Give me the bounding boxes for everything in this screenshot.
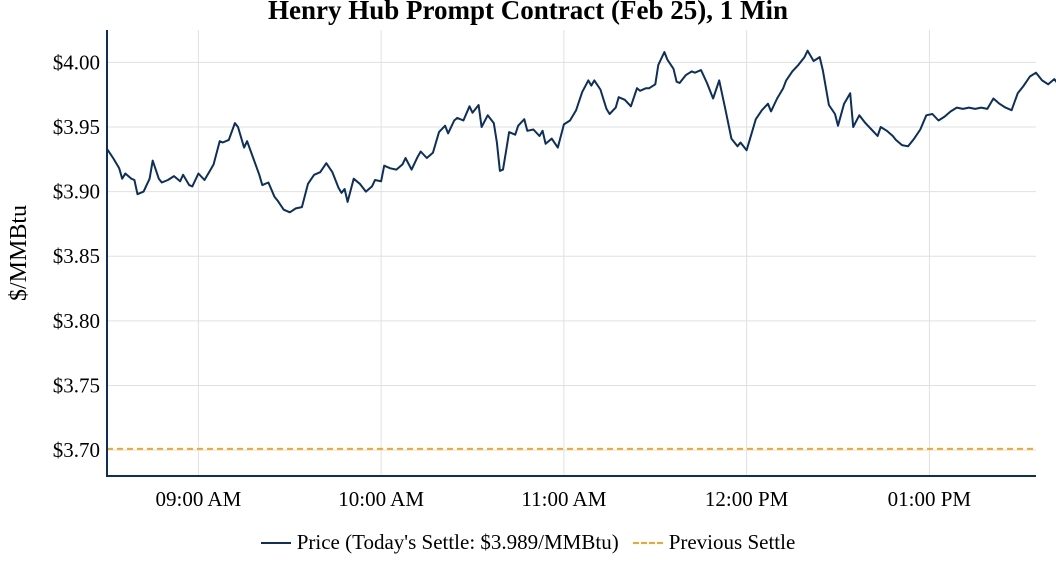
series-lines bbox=[106, 49, 1056, 214]
x-tick-label: 11:00 AM bbox=[521, 487, 606, 511]
legend: Price (Today's Settle: $3.989/MMBtu) Pre… bbox=[0, 530, 1056, 555]
y-tick-labels: $3.70 $3.75 $3.80 $3.85 $3.90 $3.95 $4.00 bbox=[53, 50, 100, 462]
legend-item-previous-settle[interactable]: Previous Settle bbox=[632, 530, 796, 555]
y-tick-label: $3.80 bbox=[53, 309, 100, 333]
price-line bbox=[106, 49, 1056, 214]
x-tick-label: 12:00 PM bbox=[705, 487, 789, 511]
x-tick-labels: 09:00 AM 10:00 AM 11:00 AM 12:00 PM 01:00 PM bbox=[155, 487, 971, 511]
y-axis-title: $/MMBtu bbox=[6, 205, 32, 301]
y-tick-label: $3.75 bbox=[53, 374, 100, 398]
y-tick-label: $3.85 bbox=[53, 244, 100, 268]
legend-swatch-price bbox=[260, 541, 291, 544]
legend-label-price: Price (Today's Settle: $3.989/MMBtu) bbox=[296, 530, 619, 554]
legend-label-previous-settle: Previous Settle bbox=[668, 530, 796, 554]
y-tick-label: $3.95 bbox=[53, 115, 100, 139]
x-tick-label: 01:00 PM bbox=[888, 487, 972, 511]
legend-swatch-previous-settle bbox=[632, 541, 663, 544]
y-tick-label: $4.00 bbox=[53, 50, 100, 74]
x-tick-label: 09:00 AM bbox=[155, 487, 241, 511]
legend-item-price[interactable]: Price (Today's Settle: $3.989/MMBtu) bbox=[260, 530, 619, 555]
x-tick-label: 10:00 AM bbox=[338, 487, 424, 511]
grid-lines bbox=[107, 30, 1036, 476]
axes bbox=[106, 30, 1036, 477]
y-tick-label: $3.70 bbox=[53, 438, 100, 462]
chart-title: Henry Hub Prompt Contract (Feb 25), 1 Mi… bbox=[268, 0, 788, 25]
y-tick-label: $3.90 bbox=[53, 180, 100, 204]
